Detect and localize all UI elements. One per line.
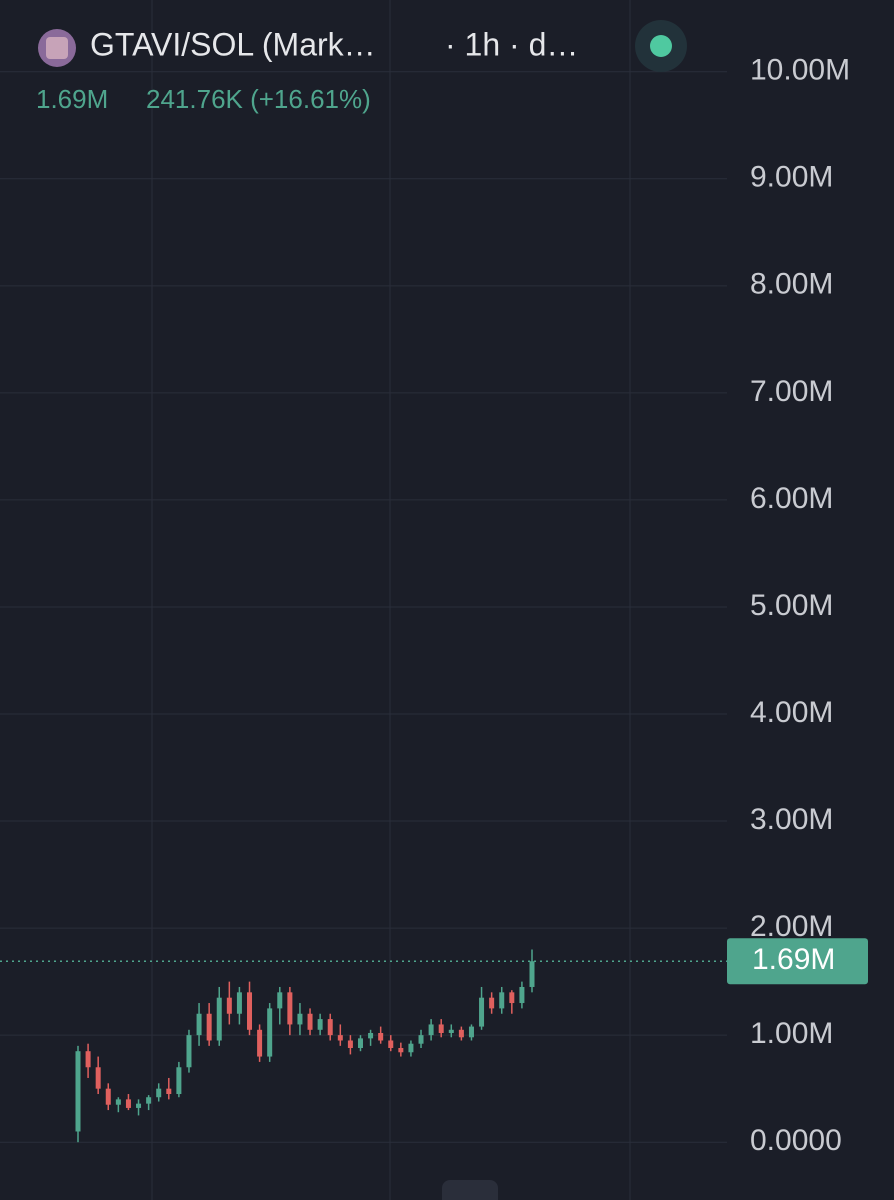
candle-body (368, 1033, 374, 1039)
candle-body (115, 1099, 121, 1105)
candle-body (277, 992, 283, 1009)
candle-body (146, 1097, 152, 1104)
y-tick-label: 8.00M (750, 268, 833, 301)
candle-body (206, 1013, 212, 1041)
candle-body (489, 997, 495, 1009)
symbol-icon (38, 29, 76, 67)
price-tag (727, 938, 868, 985)
y-tick-label: 4.00M (750, 696, 833, 729)
candle-body (105, 1088, 111, 1105)
candle-body (378, 1033, 384, 1041)
candle-body (257, 1029, 263, 1057)
candle-body (136, 1103, 142, 1108)
y-tick-label: 9.00M (750, 161, 833, 194)
price-tag-label: 1.69M (752, 943, 835, 976)
candle-body (186, 1035, 192, 1068)
interval: · 1h · d… (445, 26, 578, 62)
y-tick-label: 6.00M (750, 482, 833, 515)
y-tick-label: 0.0000 (750, 1124, 842, 1157)
candle-body (216, 997, 222, 1041)
candle-body (156, 1088, 162, 1098)
candle-body (529, 961, 535, 987)
candle-body (388, 1040, 394, 1048)
y-tick-label: 3.00M (750, 803, 833, 836)
y-tick-label: 5.00M (750, 589, 833, 622)
candle-body (75, 1051, 81, 1132)
candle-body (196, 1013, 202, 1036)
y-tick-label: 2.00M (750, 910, 833, 943)
candle-body (85, 1051, 91, 1068)
candle-body (247, 992, 253, 1030)
candle-body (519, 986, 525, 1004)
candle-body (95, 1067, 101, 1089)
candles (75, 949, 535, 1143)
candle-body (428, 1024, 434, 1036)
candle-body (337, 1035, 343, 1041)
vertical-grid (151, 0, 631, 1200)
candle-body (166, 1088, 172, 1095)
candle-body (458, 1029, 464, 1038)
scroll-button[interactable] (442, 1180, 498, 1200)
candle-body (125, 1099, 131, 1108)
y-tick-label: 1.00M (750, 1017, 833, 1050)
candle-body (287, 992, 293, 1025)
last-value: 1.69M (36, 84, 108, 114)
candle-body (468, 1026, 474, 1038)
candle-body (418, 1035, 424, 1044)
change-value: 241.76K (+16.61%) (146, 84, 371, 114)
status-dot (650, 35, 672, 57)
icon-inner (46, 37, 68, 59)
candle-body (448, 1029, 454, 1034)
y-tick-label: 7.00M (750, 375, 833, 408)
y-tick-label: 10.00M (750, 54, 850, 87)
candle-body (307, 1013, 313, 1030)
candle-body (357, 1038, 363, 1048)
candle-body (267, 1008, 273, 1057)
candle-body (479, 997, 485, 1027)
candle-body (327, 1019, 333, 1036)
candle-body (499, 992, 505, 1009)
candle-body (398, 1047, 404, 1053)
candle-body (317, 1019, 323, 1030)
candle-body (226, 997, 232, 1014)
symbol-title: GTAVI/SOL (Mark… (90, 26, 376, 62)
grid (0, 71, 727, 1143)
candle-body (509, 992, 515, 1004)
candle-body (297, 1013, 303, 1025)
candle-body (347, 1040, 353, 1048)
overlay: 1.69M (0, 938, 868, 985)
candle-body (408, 1043, 414, 1053)
candle-body (438, 1024, 444, 1034)
candle-body (236, 992, 242, 1014)
candle-body (176, 1067, 182, 1095)
